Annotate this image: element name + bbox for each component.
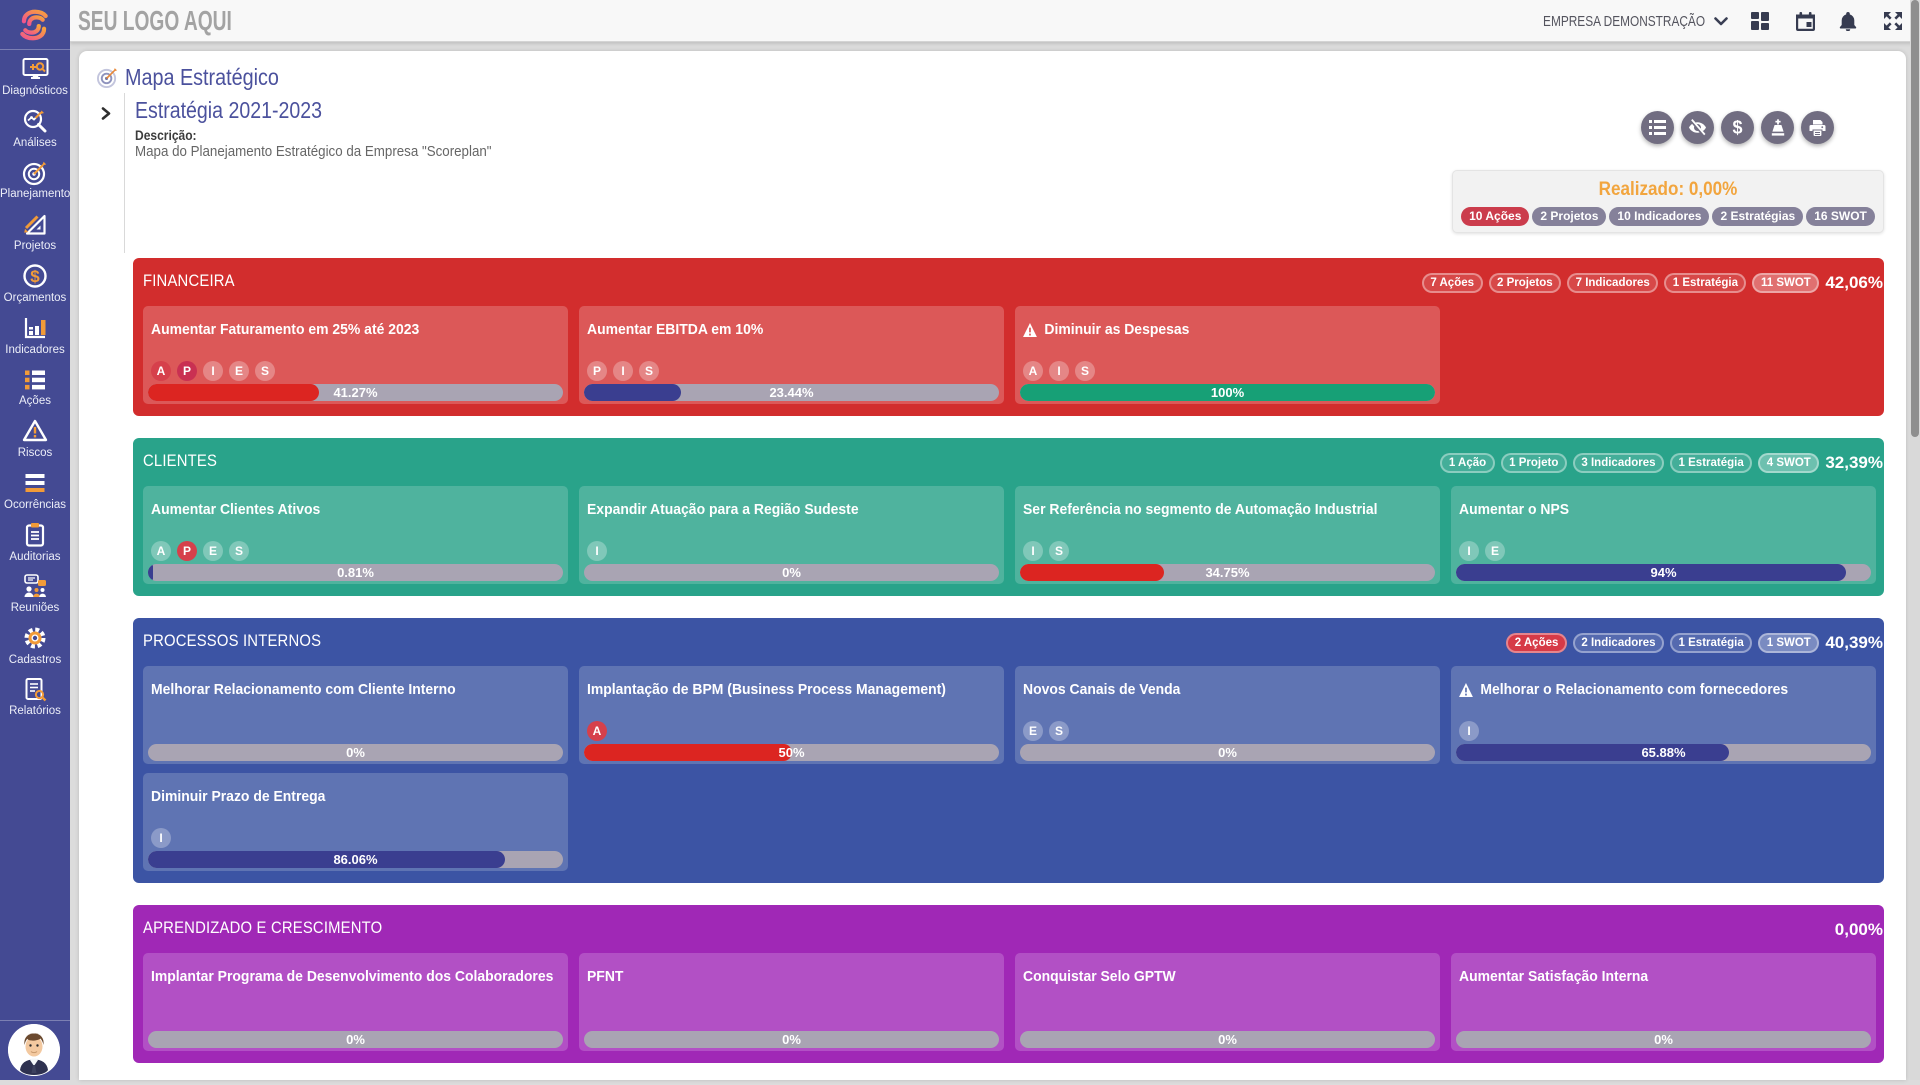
svg-text:$: $ [1732,118,1742,137]
svg-text:$: $ [30,267,40,286]
